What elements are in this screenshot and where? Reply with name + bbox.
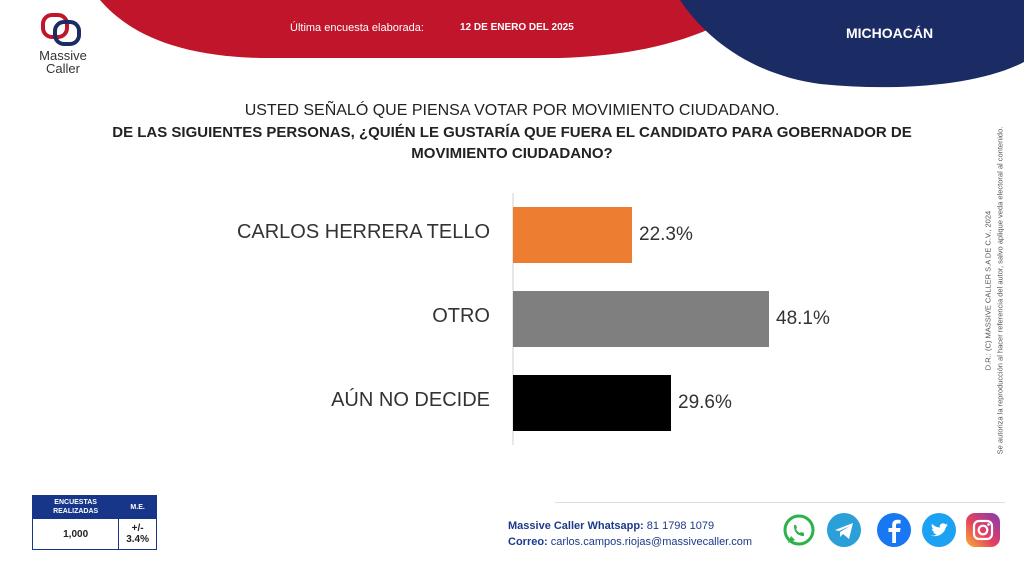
facebook-icon[interactable]: [877, 513, 911, 547]
header-navy-band: [680, 0, 1024, 88]
twitter-icon[interactable]: [922, 513, 956, 547]
email-address[interactable]: carlos.campos.riojas@massivecaller.com: [550, 536, 753, 548]
footer-divider: [555, 502, 1005, 503]
whatsapp-number[interactable]: 81 1798 1079: [646, 520, 715, 532]
value-label: 29.6%: [678, 392, 732, 413]
whatsapp-label: Massive Caller Whatsapp:: [508, 520, 644, 532]
stats-value-surveys: 1,000: [31, 518, 120, 550]
stats-header-surveys: ENCUESTAS REALIZADAS: [31, 495, 120, 519]
region-label: MICHOACÁN: [846, 25, 934, 41]
category-label: OTRO: [432, 305, 490, 327]
value-label: 22.3%: [639, 224, 693, 245]
stats-header-margin: M.E.: [118, 495, 157, 519]
bar: [513, 207, 632, 263]
brand-name-line2: Caller: [46, 61, 80, 76]
header-red-band: [100, 0, 760, 58]
header-banner: [100, 0, 1024, 88]
category-label: CARLOS HERRERA TELLO: [236, 221, 490, 243]
whatsapp-icon[interactable]: [782, 513, 816, 547]
value-label: 48.1%: [776, 308, 830, 329]
copyright-line1: D.R.: (C) MASSIVE CALLER S.A DE C.V., 20…: [983, 210, 993, 371]
survey-label: Última encuesta elaborada:: [290, 22, 424, 34]
question-main: DE LAS SIGUIENTES PERSONAS, ¿QUIÉN LE GU…: [112, 124, 912, 162]
instagram-icon[interactable]: [966, 513, 1000, 547]
bar: [513, 291, 769, 347]
massive-caller-logo-icon: [41, 13, 81, 46]
stats-value-margin: +/- 3.4%: [118, 518, 157, 550]
bar: [513, 375, 671, 431]
copyright-line2: Se autoriza la reproducción al hacer ref…: [995, 126, 1005, 455]
email-contact: Correo: carlos.campos.riojas@massivecall…: [508, 536, 752, 548]
telegram-icon[interactable]: [827, 513, 861, 547]
survey-date: 12 DE ENERO DEL 2025: [460, 22, 574, 33]
survey-stats-table: ENCUESTAS REALIZADAS M.E. 1,000 +/- 3.4%: [31, 495, 157, 550]
whatsapp-contact: Massive Caller Whatsapp: 81 1798 1079: [508, 520, 714, 532]
category-label: AÚN NO DECIDE: [331, 389, 490, 411]
question-intro: USTED SEÑALÓ QUE PIENSA VOTAR POR MOVIMI…: [244, 102, 780, 119]
email-label: Correo:: [508, 536, 548, 548]
brand-name-line1: Massive: [39, 48, 87, 63]
